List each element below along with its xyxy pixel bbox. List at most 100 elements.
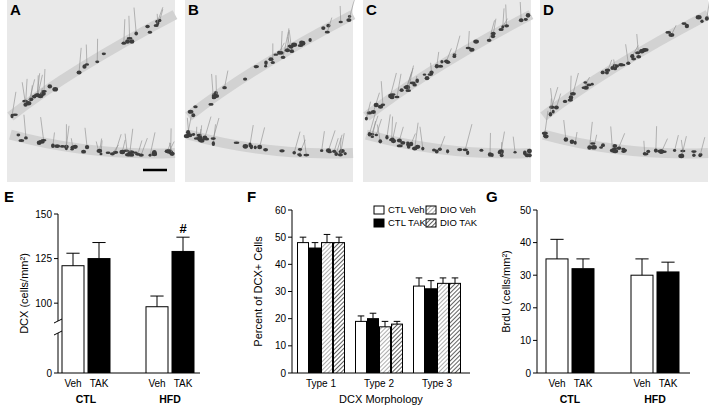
error-stem [455,278,456,283]
error-cap [394,321,401,322]
cell [338,153,343,157]
cell-process [66,126,69,147]
cell [47,84,52,88]
cell [375,134,378,136]
cell [254,145,257,149]
cell [698,154,701,157]
cell [145,25,150,28]
cell [705,16,709,20]
cell [297,153,301,155]
cell [339,149,345,153]
y-axis-label: DCX (cells/mm²) [18,253,30,334]
cell-process [128,16,130,39]
error-stem [315,243,316,248]
cell-process [626,44,629,63]
series-label: Veh [148,378,165,389]
error-stem [303,237,304,242]
error-bar [576,259,589,269]
x-tick-label: CTL [560,393,581,405]
bar [310,248,321,373]
error-cap [92,242,105,243]
cell [95,60,99,63]
cell-process [415,123,418,149]
bar [146,307,168,373]
cell [491,32,496,36]
cell [654,148,658,152]
cell [440,60,443,63]
cell [279,149,285,152]
cell [248,143,251,148]
cell [204,137,209,140]
panel-label: C [366,1,377,18]
error-stem [373,313,374,318]
cell [525,153,530,157]
series-label: TAK [659,378,678,389]
cell-process [503,8,504,27]
y-tick [288,373,292,374]
cell [298,148,302,151]
cell [121,42,126,45]
y-tick [288,345,292,346]
x-tick-label: Type 3 [422,378,452,389]
bar [88,259,110,373]
cell-process [490,133,491,155]
cell [446,149,449,153]
cell-process [387,114,390,137]
cell [18,139,24,142]
cell [169,152,174,156]
cell [188,133,193,137]
cell-process [369,113,375,135]
bars [298,234,461,373]
error-stem [361,316,362,321]
cell [428,73,434,76]
y-tick [54,258,58,259]
y-axis-label: BrdU (cells/mm²) [500,250,512,333]
cell-process [215,75,217,96]
cell [281,56,286,59]
cell-process [501,132,504,151]
micrograph: C [363,0,532,182]
legend-label: CTL TAK [388,217,426,228]
error-bar [416,278,423,286]
cell [135,153,141,156]
cell [591,145,597,150]
bar [380,327,391,373]
micrograph: A [7,0,175,182]
error-cap [336,237,343,238]
cell [99,153,102,155]
bar [450,283,461,373]
cell [368,132,371,137]
series-label: TAK [574,378,593,389]
y-axis-line [58,214,59,321]
cell [39,140,45,144]
cell [371,135,375,138]
cell-process [22,82,25,101]
cell [590,142,595,144]
y-tick-label: 60 [275,205,287,216]
cell [129,39,134,44]
error-stem [339,237,340,242]
cell-process [643,141,645,154]
cell [158,19,161,22]
bar-chart: EDCX (cells/mm²)0100125150VehTAKCTLVehTA… [4,188,200,405]
cell [234,141,240,143]
cell [400,141,405,145]
cell [685,24,689,29]
cell [22,100,28,103]
cell [71,146,75,149]
error-cap [370,313,377,314]
cell [691,150,696,153]
legend-label: DIO TAK [440,217,478,228]
error-cap [576,258,589,259]
cell-layer [10,135,175,154]
cell-process [655,126,657,150]
cell [452,55,456,58]
cell [423,73,427,75]
micrograph-background [185,0,353,182]
error-stem [183,237,184,251]
cell [197,136,202,140]
cell [102,52,106,55]
cell-process [115,134,121,152]
cell [487,39,492,42]
cell-process [552,87,558,107]
